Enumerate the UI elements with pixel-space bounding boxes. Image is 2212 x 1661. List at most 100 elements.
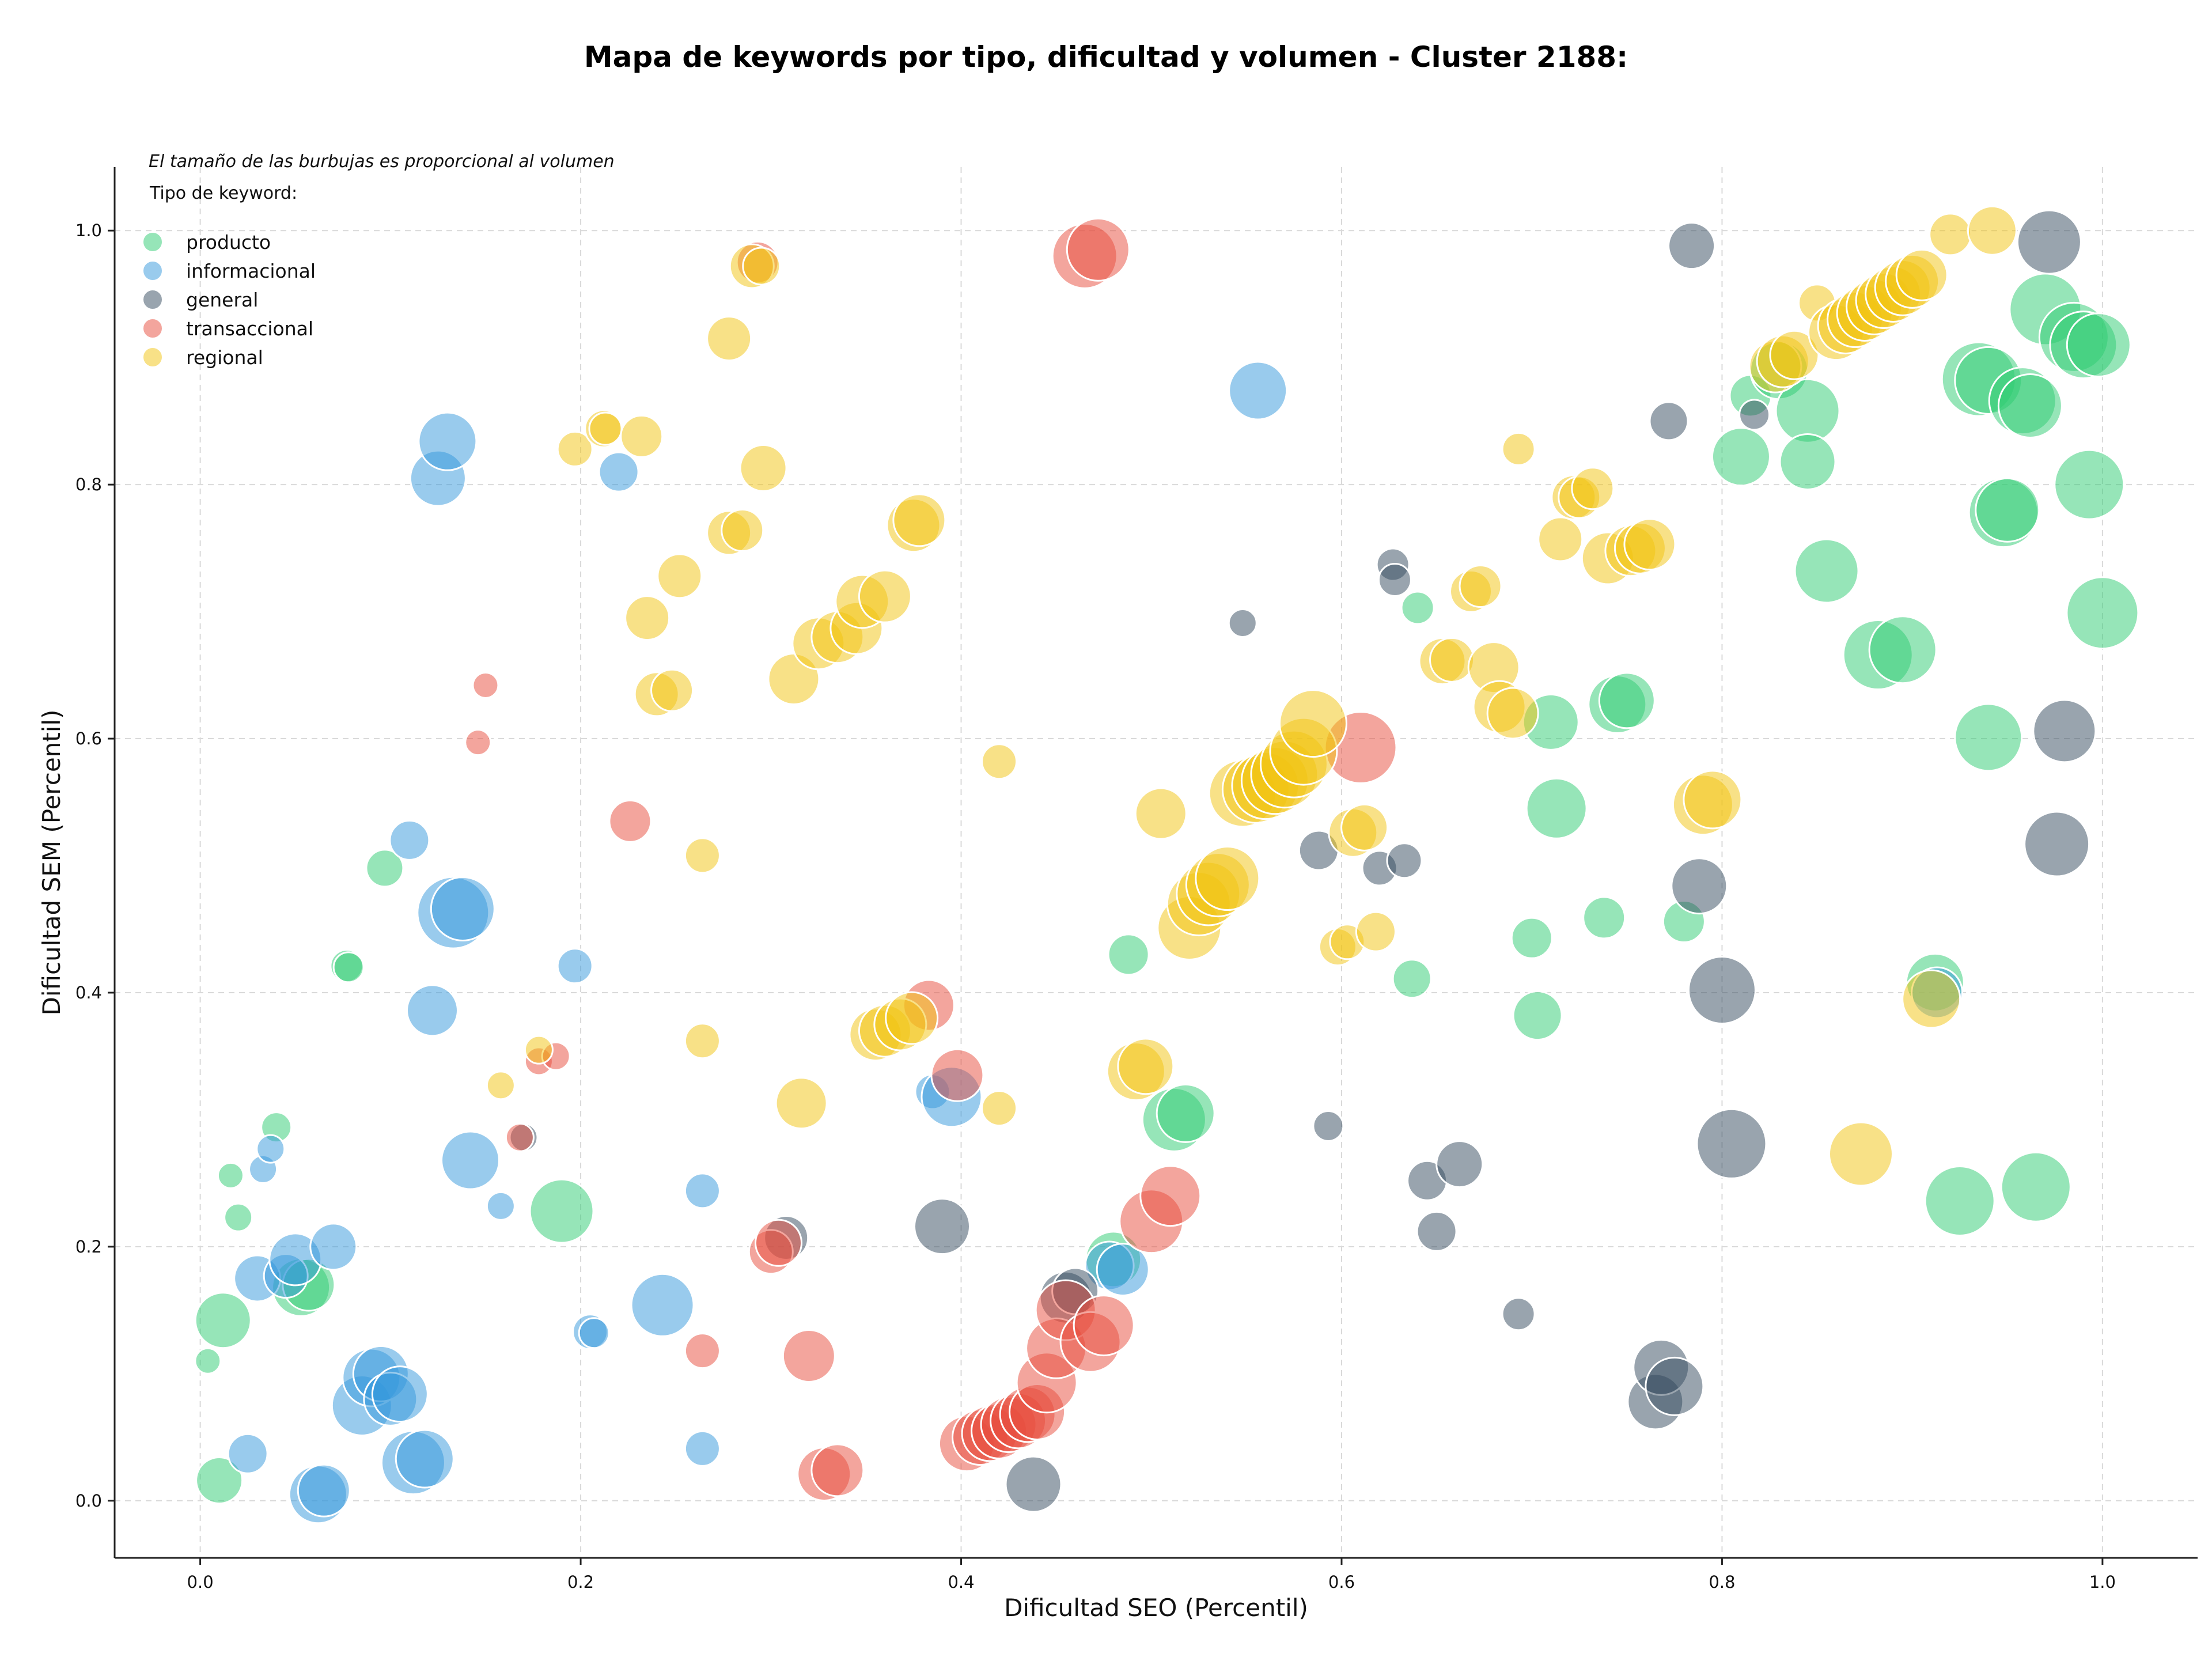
bubble-producto bbox=[529, 1178, 594, 1244]
bubble-regional bbox=[684, 837, 721, 874]
bubble-regional bbox=[1429, 637, 1475, 683]
bubble-informacional bbox=[684, 1172, 721, 1209]
legend-label-transaccional: transaccional bbox=[186, 317, 313, 340]
bubble-transaccional bbox=[472, 671, 499, 699]
bubble-general bbox=[1386, 842, 1423, 879]
bubble-producto bbox=[1954, 703, 2023, 772]
x-tick-label: 0.4 bbox=[948, 1572, 974, 1592]
bubble-regional bbox=[981, 1090, 1018, 1127]
bubble-regional bbox=[1537, 516, 1584, 562]
bubble-regional bbox=[1895, 248, 1948, 301]
bubble-transaccional bbox=[464, 729, 492, 756]
bubble-producto bbox=[217, 1161, 244, 1189]
bubble-regional bbox=[1623, 518, 1676, 571]
bubble-transaccional bbox=[1073, 1295, 1135, 1357]
bubble-informacional bbox=[406, 984, 459, 1037]
bubble-general bbox=[2032, 699, 2097, 763]
bubble-general bbox=[1687, 956, 1756, 1025]
tick-layer: 0.0 0.2 0.4 0.6 0.8 1.0 0.0 0.2 0.4 0.6 0.8 1.0 bbox=[75, 221, 2116, 1592]
x-tick-label: 0.8 bbox=[1709, 1572, 1735, 1592]
legend-items: producto informacional general transacciona… bbox=[142, 231, 316, 369]
y-tick-label: 1.0 bbox=[75, 221, 102, 240]
bubble-regional bbox=[739, 444, 787, 492]
bubble-transaccional bbox=[810, 1443, 865, 1497]
y-axis-label: Dificultad SEM (Percentil) bbox=[37, 710, 66, 1016]
bubble-layer bbox=[194, 205, 2139, 1524]
bubble-regional bbox=[1929, 213, 1972, 256]
bubble-regional bbox=[1459, 565, 1502, 608]
bubble-regional bbox=[1902, 969, 1961, 1029]
bubble-producto bbox=[2000, 1151, 2071, 1223]
bubble-general bbox=[1312, 1110, 1344, 1142]
bubble-informacional bbox=[256, 1134, 286, 1164]
bubble-regional bbox=[650, 668, 694, 712]
bubble-producto bbox=[1525, 777, 1588, 839]
bubble-regional bbox=[657, 553, 703, 599]
bubble-producto bbox=[2054, 449, 2125, 520]
bubble-informacional bbox=[486, 1191, 516, 1221]
bubble-informacional bbox=[1096, 1243, 1150, 1297]
bubble-regional bbox=[588, 411, 623, 446]
bubble-general bbox=[1738, 399, 1771, 431]
bubble-producto bbox=[1924, 1166, 1995, 1237]
bubble-informacional bbox=[430, 876, 495, 941]
legend-marker-informacional bbox=[142, 260, 163, 281]
bubble-producto bbox=[1868, 615, 1937, 684]
bubble-producto bbox=[1997, 373, 2063, 438]
bubble-general bbox=[1649, 401, 1689, 441]
bubble-general bbox=[1005, 1455, 1062, 1513]
bubble-regional bbox=[624, 595, 671, 641]
bubble-general bbox=[1228, 608, 1257, 638]
bubble-producto bbox=[1711, 427, 1771, 487]
legend-marker-regional bbox=[142, 347, 163, 368]
bubble-regional bbox=[556, 430, 593, 467]
x-tick-label: 0.2 bbox=[567, 1572, 594, 1592]
x-axis-label: Dificultad SEO (Percentil) bbox=[1004, 1594, 1308, 1622]
legend-marker-producto bbox=[142, 232, 163, 252]
bubble-regional bbox=[775, 1077, 828, 1130]
bubble-regional bbox=[1571, 467, 1615, 510]
bubble-informacional bbox=[297, 1463, 351, 1518]
x-tick-label: 0.0 bbox=[187, 1572, 214, 1592]
bubble-informacional bbox=[630, 1273, 695, 1337]
bubble-producto bbox=[1779, 433, 1836, 490]
bubble-general bbox=[1668, 222, 1716, 270]
bubble-producto bbox=[195, 1456, 244, 1505]
bubble-general bbox=[1435, 1140, 1484, 1189]
bubble-regional bbox=[858, 569, 912, 623]
bubble-informacional bbox=[556, 948, 593, 985]
bubble-regional bbox=[1278, 689, 1347, 758]
legend: El tamaño de las burbujas es proporciona… bbox=[142, 152, 615, 369]
bubble-transaccional bbox=[754, 1219, 802, 1267]
bubble-producto bbox=[1400, 591, 1435, 625]
bubble-regional bbox=[620, 414, 664, 458]
bubble-producto bbox=[365, 849, 404, 888]
bubble-producto bbox=[194, 1347, 222, 1375]
bubble-transaccional bbox=[684, 1333, 721, 1369]
y-tick-label: 0.8 bbox=[75, 475, 102, 494]
bubble-producto bbox=[1512, 990, 1563, 1041]
bubble-regional bbox=[1340, 803, 1389, 852]
bubble-producto bbox=[1598, 672, 1656, 729]
bubble-informacional bbox=[371, 1365, 429, 1423]
x-tick-label: 1.0 bbox=[2089, 1572, 2116, 1592]
bubble-regional bbox=[1828, 1121, 1893, 1187]
bubble-regional bbox=[1683, 770, 1743, 830]
bubble-producto bbox=[1107, 933, 1150, 976]
bubble-producto bbox=[332, 951, 365, 983]
bubble-informacional bbox=[1228, 361, 1288, 421]
bubble-regional bbox=[684, 1023, 721, 1060]
bubble-general bbox=[2024, 811, 2090, 877]
y-tick-label: 0.0 bbox=[75, 1491, 102, 1511]
bubble-regional bbox=[1769, 330, 1820, 380]
bubble-transaccional bbox=[1139, 1165, 1202, 1227]
legend-title: Tipo de keyword: bbox=[149, 183, 297, 203]
bubble-regional bbox=[1501, 432, 1536, 466]
legend-marker-transaccional bbox=[142, 318, 163, 339]
bubble-transaccional bbox=[782, 1329, 836, 1383]
bubble-regional bbox=[981, 743, 1018, 780]
bubble-general bbox=[913, 1198, 971, 1255]
bubble-regional bbox=[1486, 687, 1539, 740]
bubble-informacional bbox=[684, 1430, 721, 1467]
